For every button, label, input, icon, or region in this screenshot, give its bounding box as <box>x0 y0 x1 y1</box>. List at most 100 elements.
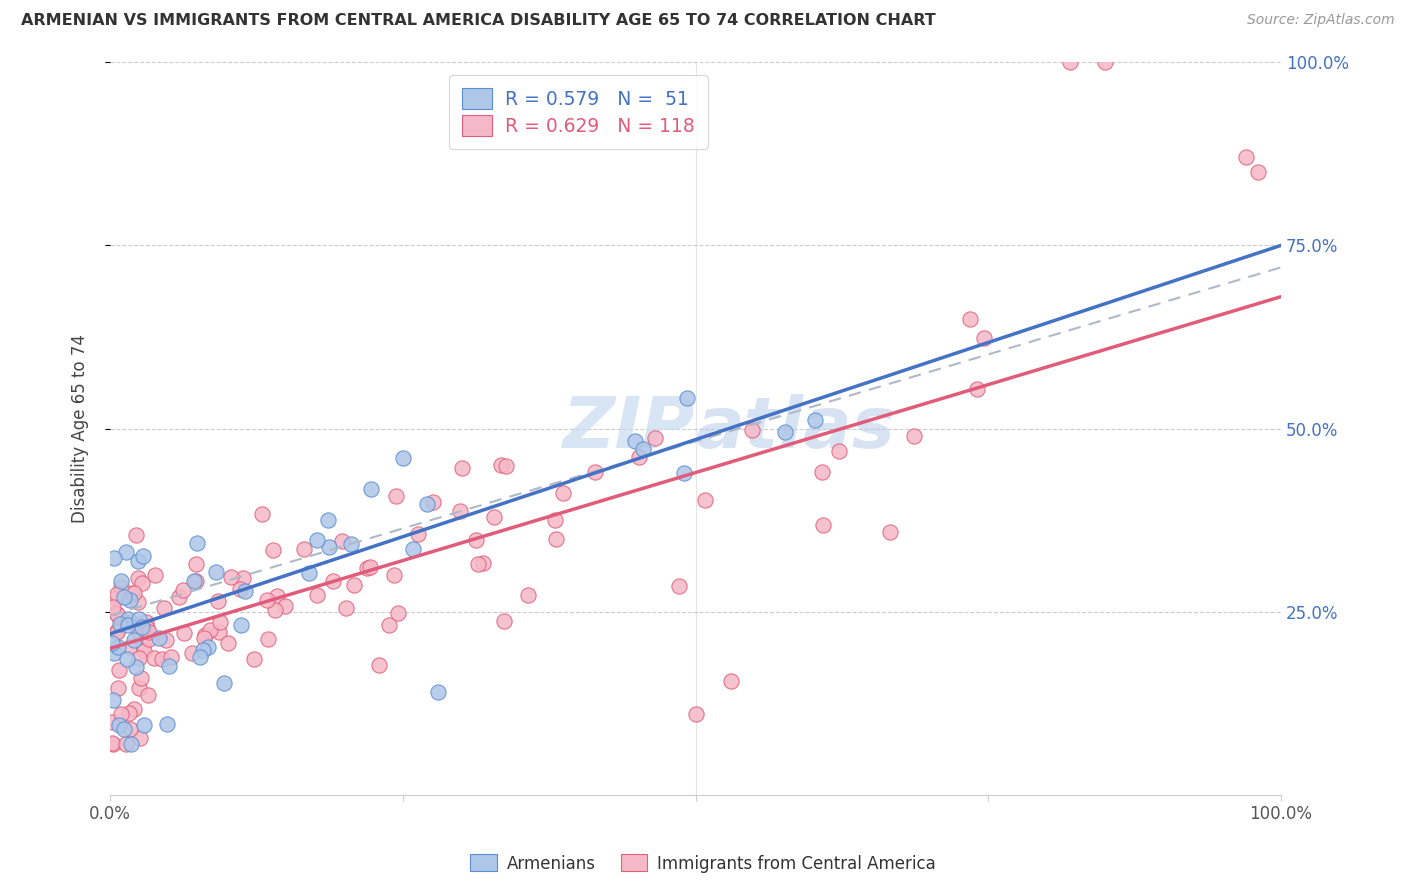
Point <box>233 583 256 598</box>
Point <box>132 549 155 563</box>
Point <box>117 612 139 626</box>
Point <box>110 574 132 588</box>
Point <box>214 676 236 690</box>
Point <box>150 652 173 666</box>
Point <box>465 533 488 547</box>
Point <box>127 554 149 568</box>
Point <box>194 628 217 642</box>
Point <box>1094 55 1116 70</box>
Point <box>156 716 179 731</box>
Point <box>127 571 149 585</box>
Point <box>128 612 150 626</box>
Point <box>385 489 408 503</box>
Point <box>108 664 131 678</box>
Point <box>193 631 215 645</box>
Point <box>122 586 145 600</box>
Point <box>128 651 150 665</box>
Point <box>449 504 471 518</box>
Point <box>180 646 202 660</box>
Point <box>173 625 195 640</box>
Point <box>811 518 834 533</box>
Point <box>273 599 295 613</box>
Point <box>583 465 606 479</box>
Point <box>668 579 690 593</box>
Point <box>391 450 413 465</box>
Point <box>148 631 170 645</box>
Point <box>228 582 250 597</box>
Point <box>190 650 212 665</box>
Point <box>138 688 160 702</box>
Point <box>108 610 131 624</box>
Point <box>720 674 742 689</box>
Point <box>112 590 135 604</box>
Point <box>207 594 229 608</box>
Point <box>387 606 409 620</box>
Point <box>359 560 381 574</box>
Point <box>143 651 166 665</box>
Point <box>120 737 142 751</box>
Point <box>128 625 150 640</box>
Point <box>219 570 242 584</box>
Point <box>804 413 827 427</box>
Point <box>517 588 540 602</box>
Point <box>828 444 851 458</box>
Point <box>110 580 132 594</box>
Point <box>105 587 128 601</box>
Point <box>551 486 574 500</box>
Text: ARMENIAN VS IMMIGRANTS FROM CENTRAL AMERICA DISABILITY AGE 65 TO 74 CORRELATION : ARMENIAN VS IMMIGRANTS FROM CENTRAL AMER… <box>21 13 936 29</box>
Point <box>406 526 429 541</box>
Point <box>292 541 315 556</box>
Point <box>110 616 132 631</box>
Point <box>209 615 232 629</box>
Point <box>685 707 707 722</box>
Point <box>416 497 439 511</box>
Point <box>262 542 284 557</box>
Point <box>741 423 763 437</box>
Point <box>810 465 832 479</box>
Point <box>1246 165 1268 179</box>
Point <box>633 442 655 456</box>
Point <box>256 632 278 646</box>
Point <box>693 493 716 508</box>
Point <box>316 513 339 527</box>
Point <box>266 589 288 603</box>
Point <box>305 588 328 602</box>
Point <box>959 311 981 326</box>
Point <box>356 561 378 575</box>
Point <box>256 593 278 607</box>
Point <box>110 707 132 722</box>
Point <box>112 722 135 736</box>
Point <box>104 591 127 605</box>
Point <box>143 567 166 582</box>
Point <box>129 671 152 685</box>
Point <box>471 556 494 570</box>
Point <box>1059 55 1081 70</box>
Point <box>966 382 988 396</box>
Point <box>124 632 146 647</box>
Point <box>132 638 155 652</box>
Point <box>378 617 401 632</box>
Legend: Armenians, Immigrants from Central America: Armenians, Immigrants from Central Ameri… <box>464 847 942 880</box>
Point <box>184 574 207 588</box>
Point <box>340 536 363 550</box>
Point <box>184 557 207 571</box>
Point <box>676 391 699 405</box>
Point <box>773 425 796 439</box>
Point <box>482 510 505 524</box>
Point <box>627 450 650 464</box>
Point <box>543 513 565 527</box>
Point <box>127 595 149 609</box>
Point <box>125 660 148 674</box>
Point <box>135 615 157 630</box>
Point <box>115 737 138 751</box>
Point <box>131 576 153 591</box>
Point <box>264 603 287 617</box>
Point <box>491 458 513 473</box>
Point <box>624 434 647 449</box>
Point <box>198 624 221 638</box>
Point <box>298 566 321 580</box>
Point <box>118 592 141 607</box>
Point <box>879 525 901 540</box>
Point <box>495 458 517 473</box>
Point <box>105 607 128 621</box>
